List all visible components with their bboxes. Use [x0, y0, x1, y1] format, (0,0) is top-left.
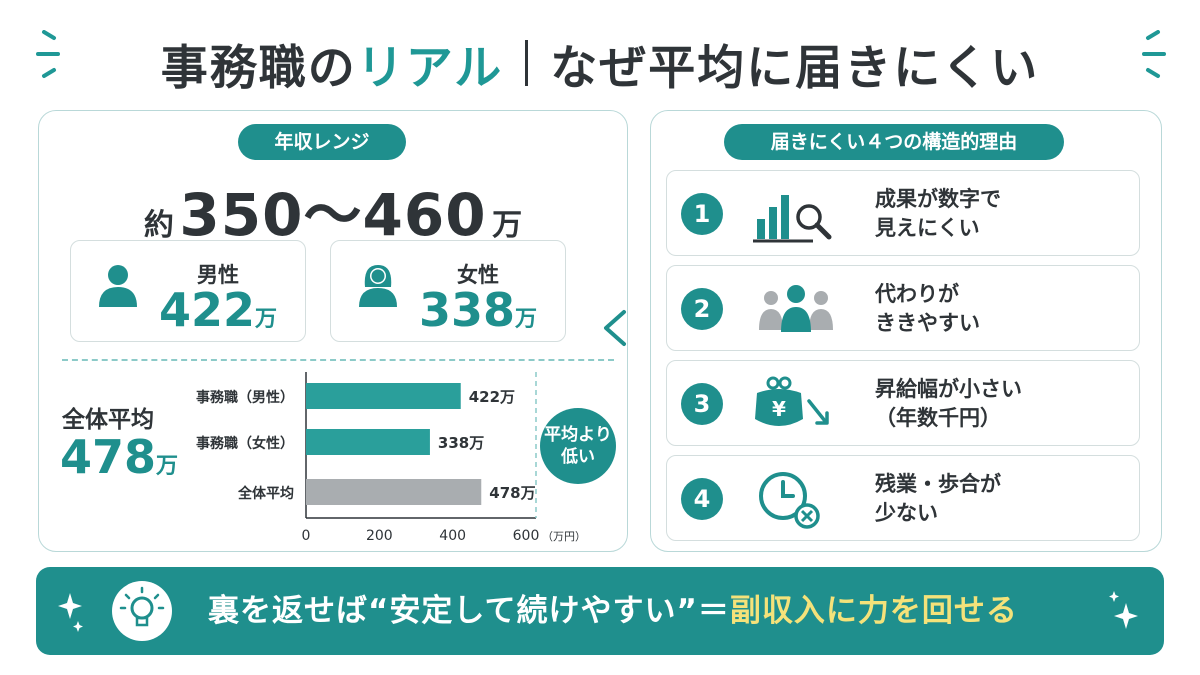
overall-average-label: 全体平均 — [62, 407, 154, 433]
banner-text-main: 裏を返せば“安定して続けやすい”＝ — [208, 593, 730, 629]
male-income-card: 男性 422万 — [70, 240, 306, 342]
female-income-card: 女性 338万 — [330, 240, 566, 342]
title-part1: 事務職の — [160, 40, 357, 96]
chart-value-label: 338万 — [438, 434, 484, 452]
chart-tick-label: 0 — [302, 528, 311, 544]
male-label: 男性 — [197, 263, 239, 287]
reason-item-2: 2 代わりが ききやすい — [666, 265, 1140, 351]
reason-number-4: 4 — [681, 478, 723, 520]
chart-category-label: 全体平均 — [237, 485, 294, 502]
sparkle-lines-right-icon — [1142, 30, 1166, 78]
title-part3: なぜ平均に届きにくい — [550, 40, 1040, 96]
lightbulb-icon-circle — [112, 581, 172, 641]
chart-tick-label: 400 — [439, 528, 466, 544]
chart-tick-label: 600 — [513, 528, 540, 544]
lightbulb-icon — [119, 586, 165, 627]
male-value: 422万 — [158, 283, 278, 337]
bar-chart-magnifier-icon — [753, 195, 832, 243]
svg-text:¥: ¥ — [772, 397, 786, 421]
reason-item-1: 1 成果が数字で 見えにくい — [666, 170, 1140, 256]
chart-bar — [306, 383, 461, 409]
title-part2: リアル — [356, 40, 504, 96]
reason-number-3: 3 — [681, 383, 723, 425]
reason-number-2: 2 — [681, 288, 723, 330]
people-icon — [759, 285, 833, 332]
reason-text-2: 代わりが ききやすい — [875, 282, 980, 335]
below-average-badge: 平均より 低い — [540, 408, 616, 484]
clock-cancel-icon — [759, 472, 820, 529]
female-value: 338万 — [418, 283, 538, 337]
sparkle-icon — [58, 593, 83, 632]
less-than-symbol — [604, 310, 626, 346]
overall-average-value: 478万 — [60, 430, 179, 484]
chart-tick-label: 200 — [366, 528, 393, 544]
reason-item-4: 4 残業・歩合が 少ない — [666, 455, 1140, 541]
bottom-banner: 裏を返せば“安定して続けやすい”＝副収入に力を回せる — [36, 567, 1164, 655]
banner-message: 裏を返せば“安定して続けやすい”＝副収入に力を回せる — [208, 567, 1018, 655]
reason-text-4: 残業・歩合が 少ない — [875, 472, 1001, 525]
income-range-value: 350～460 — [179, 181, 487, 249]
yen-purse-down-icon: ¥ — [755, 376, 829, 426]
chart-value-label: 422万 — [469, 388, 515, 406]
page-title: 事務職の リアル なぜ平均に届きにくい — [0, 28, 1200, 98]
income-range: 約 350～460 万 — [38, 168, 628, 252]
income-range-label: 年収レンジ — [238, 124, 406, 160]
reason-number-1: 1 — [681, 193, 723, 235]
chart-bar — [306, 479, 482, 505]
sparkle-icon-right — [1109, 591, 1138, 629]
sparkle-lines-left-icon — [36, 30, 60, 78]
female-person-icon — [359, 265, 397, 307]
reason-text-3: 昇給幅が小さい （年数千円） — [875, 377, 1022, 430]
title-separator — [525, 40, 529, 86]
income-range-unit: 万 — [492, 208, 523, 243]
reasons-label: 届きにくい４つの構造的理由 — [724, 124, 1064, 160]
reason-text-1: 成果が数字で 見えにくい — [875, 187, 1001, 240]
chart-value-label: 478万 — [489, 484, 535, 502]
reason-item-3: 3 ¥ 昇給幅が小さい （年数千円） — [666, 360, 1140, 446]
divider-dashed — [62, 359, 614, 361]
female-label: 女性 — [457, 263, 499, 287]
income-range-prefix: 約 — [143, 208, 174, 243]
chart-axis-unit: （万円） — [542, 530, 586, 543]
chart-category-label: 事務職（男性） — [196, 389, 294, 406]
banner-text-highlight: 副収入に力を回せる — [729, 593, 1018, 629]
chart-category-label: 事務職（女性） — [196, 435, 294, 452]
chart-bar — [306, 429, 430, 455]
male-person-icon — [99, 265, 137, 307]
